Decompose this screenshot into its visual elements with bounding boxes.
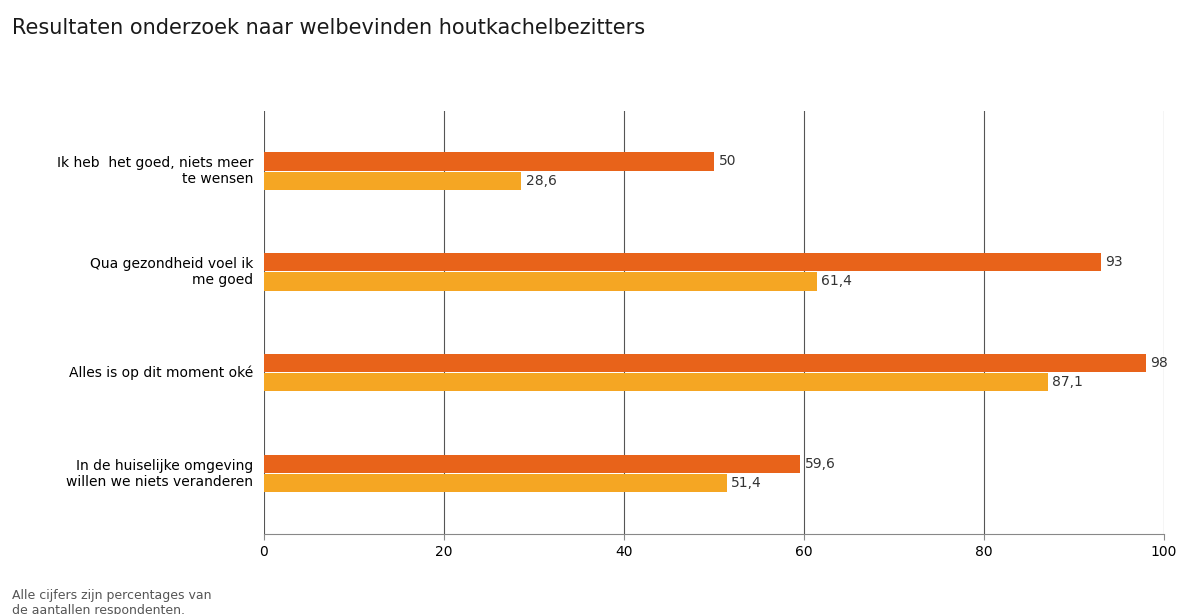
Bar <box>264 373 1048 392</box>
Bar <box>264 474 726 492</box>
Bar <box>264 354 1146 372</box>
Text: Resultaten onderzoek naar welbevinden houtkachelbezitters: Resultaten onderzoek naar welbevinden ho… <box>12 18 646 39</box>
Text: 87,1: 87,1 <box>1052 375 1084 389</box>
Bar <box>264 171 522 190</box>
Bar <box>264 455 800 473</box>
Bar <box>264 253 1102 271</box>
Text: 50: 50 <box>719 155 736 168</box>
Text: 61,4: 61,4 <box>821 274 852 289</box>
Text: 28,6: 28,6 <box>526 174 557 188</box>
Text: 93: 93 <box>1105 255 1123 270</box>
Bar <box>264 152 714 171</box>
Text: 51,4: 51,4 <box>731 476 762 490</box>
Bar <box>264 273 817 290</box>
Text: 98: 98 <box>1151 356 1169 370</box>
Text: Alle cijfers zijn percentages van
de aantallen respondenten.: Alle cijfers zijn percentages van de aan… <box>12 589 211 614</box>
Text: 59,6: 59,6 <box>805 457 835 471</box>
